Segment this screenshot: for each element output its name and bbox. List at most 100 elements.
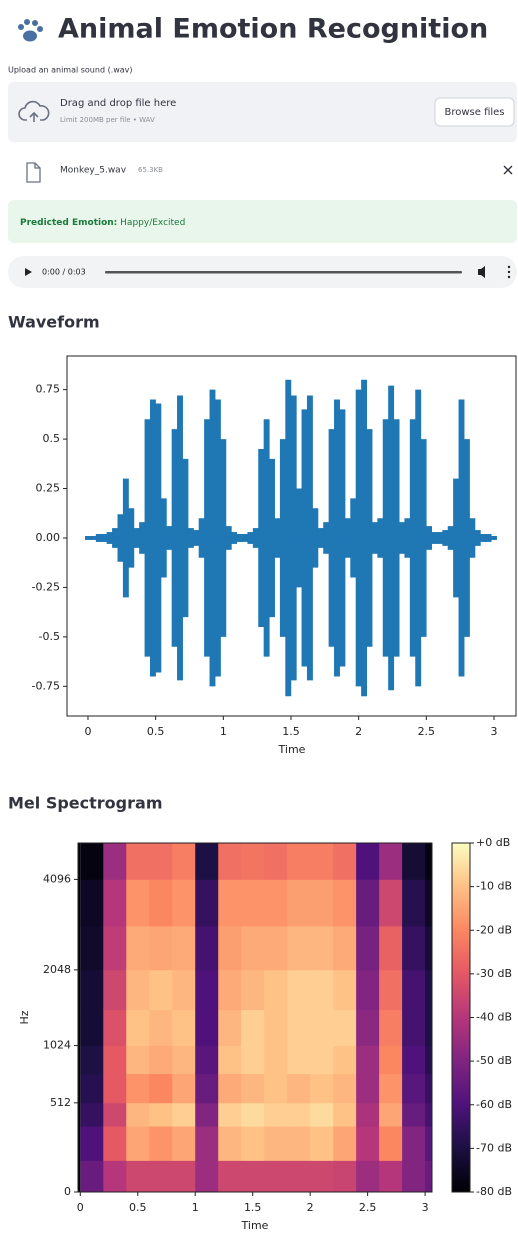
- audio-progress[interactable]: [105, 271, 462, 274]
- spectrogram-cell: [80, 925, 104, 971]
- spectrogram-cell: [126, 1160, 150, 1193]
- spectrogram-cell: [425, 1009, 433, 1046]
- spectrogram-cell: [333, 879, 357, 927]
- spectrogram-cell: [103, 1073, 127, 1104]
- spectrogram-cell: [333, 925, 357, 971]
- menu-button[interactable]: [507, 265, 511, 279]
- drop-text: Drag and drop file here: [60, 98, 176, 109]
- browse-button-label: Browse files: [444, 107, 504, 118]
- spectrogram-cell: [126, 843, 150, 880]
- spectrogram-cell: [80, 1102, 104, 1127]
- spectrogram-cell: [149, 843, 173, 880]
- remove-file[interactable]: [503, 165, 513, 175]
- spectrogram-cell: [80, 879, 104, 927]
- colorbar-tick-label: -80 dB: [476, 1185, 512, 1198]
- spectrogram-cell: [218, 1126, 242, 1161]
- spectrogram-cell: [218, 1102, 242, 1127]
- spectrogram-cell: [402, 1045, 426, 1075]
- spectrogram-cell: [287, 1045, 311, 1075]
- spectrogram-cell: [402, 1102, 426, 1127]
- spectrogram-cell: [218, 925, 242, 971]
- spectrogram-cell: [241, 879, 265, 927]
- spectrogram-cell: [287, 1160, 311, 1193]
- spectrogram-cell: [402, 843, 426, 880]
- spectrogram-cell: [126, 1045, 150, 1075]
- colorbar-tick-label: -50 dB: [476, 1054, 512, 1067]
- y-tick-label: 0.25: [36, 482, 61, 495]
- spectrogram-cell: [149, 1045, 173, 1075]
- spectrogram-cell: [356, 925, 380, 971]
- spectrogram-cell: [195, 1126, 219, 1161]
- spectrogram-cell: [172, 879, 196, 927]
- spectrogram-cell: [310, 1073, 334, 1104]
- spectrogram-cell: [264, 1102, 288, 1127]
- spectrogram-cell: [126, 1073, 150, 1104]
- spectrogram-cell: [356, 1045, 380, 1075]
- x-tick-label: 0: [77, 1201, 84, 1214]
- spectrogram-cell: [218, 969, 242, 1011]
- spectrogram-cell: [241, 1009, 265, 1046]
- spectrogram-cell: [195, 969, 219, 1011]
- spectrogram-cell: [379, 1009, 403, 1046]
- spectrogram-cell: [402, 1009, 426, 1046]
- spectrogram-cell: [264, 1073, 288, 1104]
- spectrogram-cell: [218, 1045, 242, 1075]
- spectrogram-cell: [241, 1045, 265, 1075]
- spectrogram-cell: [379, 843, 403, 880]
- cloud-icon: [18, 100, 50, 122]
- x-axis-label: Time: [278, 743, 306, 756]
- spectrogram-cell: [172, 969, 196, 1011]
- spectrogram-cell: [425, 1126, 433, 1161]
- spectrogram-cell: [356, 969, 380, 1011]
- spectrogram-cell: [310, 1045, 334, 1075]
- drop-zone[interactable]: [8, 82, 517, 142]
- spectrogram-cell: [172, 1126, 196, 1161]
- spectrogram-cell: [333, 843, 357, 880]
- spectrogram-cell: [172, 1045, 196, 1075]
- spectrogram-cell: [103, 925, 127, 971]
- plot-frame: [77, 842, 433, 1193]
- spectrogram-cell: [241, 1126, 265, 1161]
- spectrogram-cell: [172, 1160, 196, 1193]
- spectrogram-cell: [149, 1009, 173, 1046]
- play-button[interactable]: [25, 268, 32, 276]
- result: Predicted Emotion: Happy/Excited: [20, 218, 185, 228]
- file-name: Monkey_5.wav: [60, 166, 127, 176]
- spectrogram-cell: [126, 1102, 150, 1127]
- spectrogram-cell: [379, 1160, 403, 1193]
- browse-button[interactable]: [434, 97, 515, 127]
- spectrogram-cell: [333, 1009, 357, 1046]
- spectrogram-cell: [264, 925, 288, 971]
- spectrogram-cell: [310, 1126, 334, 1161]
- spectrogram-cell: [149, 969, 173, 1011]
- spectrogram-cell: [264, 879, 288, 927]
- spectrogram-cell: [356, 1009, 380, 1046]
- spectrogram-cell: [195, 843, 219, 880]
- spectrogram-cell: [172, 1102, 196, 1127]
- x-tick-label: 2.5: [418, 725, 436, 738]
- file-icon: [26, 162, 41, 183]
- spectrogram-cell: [287, 879, 311, 927]
- spectrogram-cell: [172, 1009, 196, 1046]
- y-tick-label: 0: [64, 1185, 71, 1198]
- spectrogram-cell: [310, 969, 334, 1011]
- spectrogram-cell: [195, 1102, 219, 1127]
- spectrogram-cell: [425, 1045, 433, 1075]
- colorbar-tick-label: -20 dB: [476, 923, 512, 936]
- spectrogram-cell: [80, 969, 104, 1011]
- spectrogram-cell: [241, 1073, 265, 1104]
- x-tick-label: 2: [307, 1201, 314, 1214]
- audio-time: 0:00 / 0:03: [42, 268, 86, 277]
- spectrogram-cell: [172, 843, 196, 880]
- spectrogram-cell: [310, 879, 334, 927]
- spectrogram-cell: [310, 843, 334, 880]
- spectrogram-cell: [425, 1073, 433, 1104]
- spectrogram-cell: [126, 925, 150, 971]
- spectrogram-cell: [287, 1009, 311, 1046]
- x-tick-label: 3: [422, 1201, 429, 1214]
- spectrogram-cell: [80, 1126, 104, 1161]
- x-tick-label: 2.5: [359, 1201, 377, 1214]
- page-title: Animal Emotion Recognition: [58, 14, 488, 45]
- spectrogram-cell: [264, 1045, 288, 1075]
- volume-button[interactable]: [478, 266, 485, 278]
